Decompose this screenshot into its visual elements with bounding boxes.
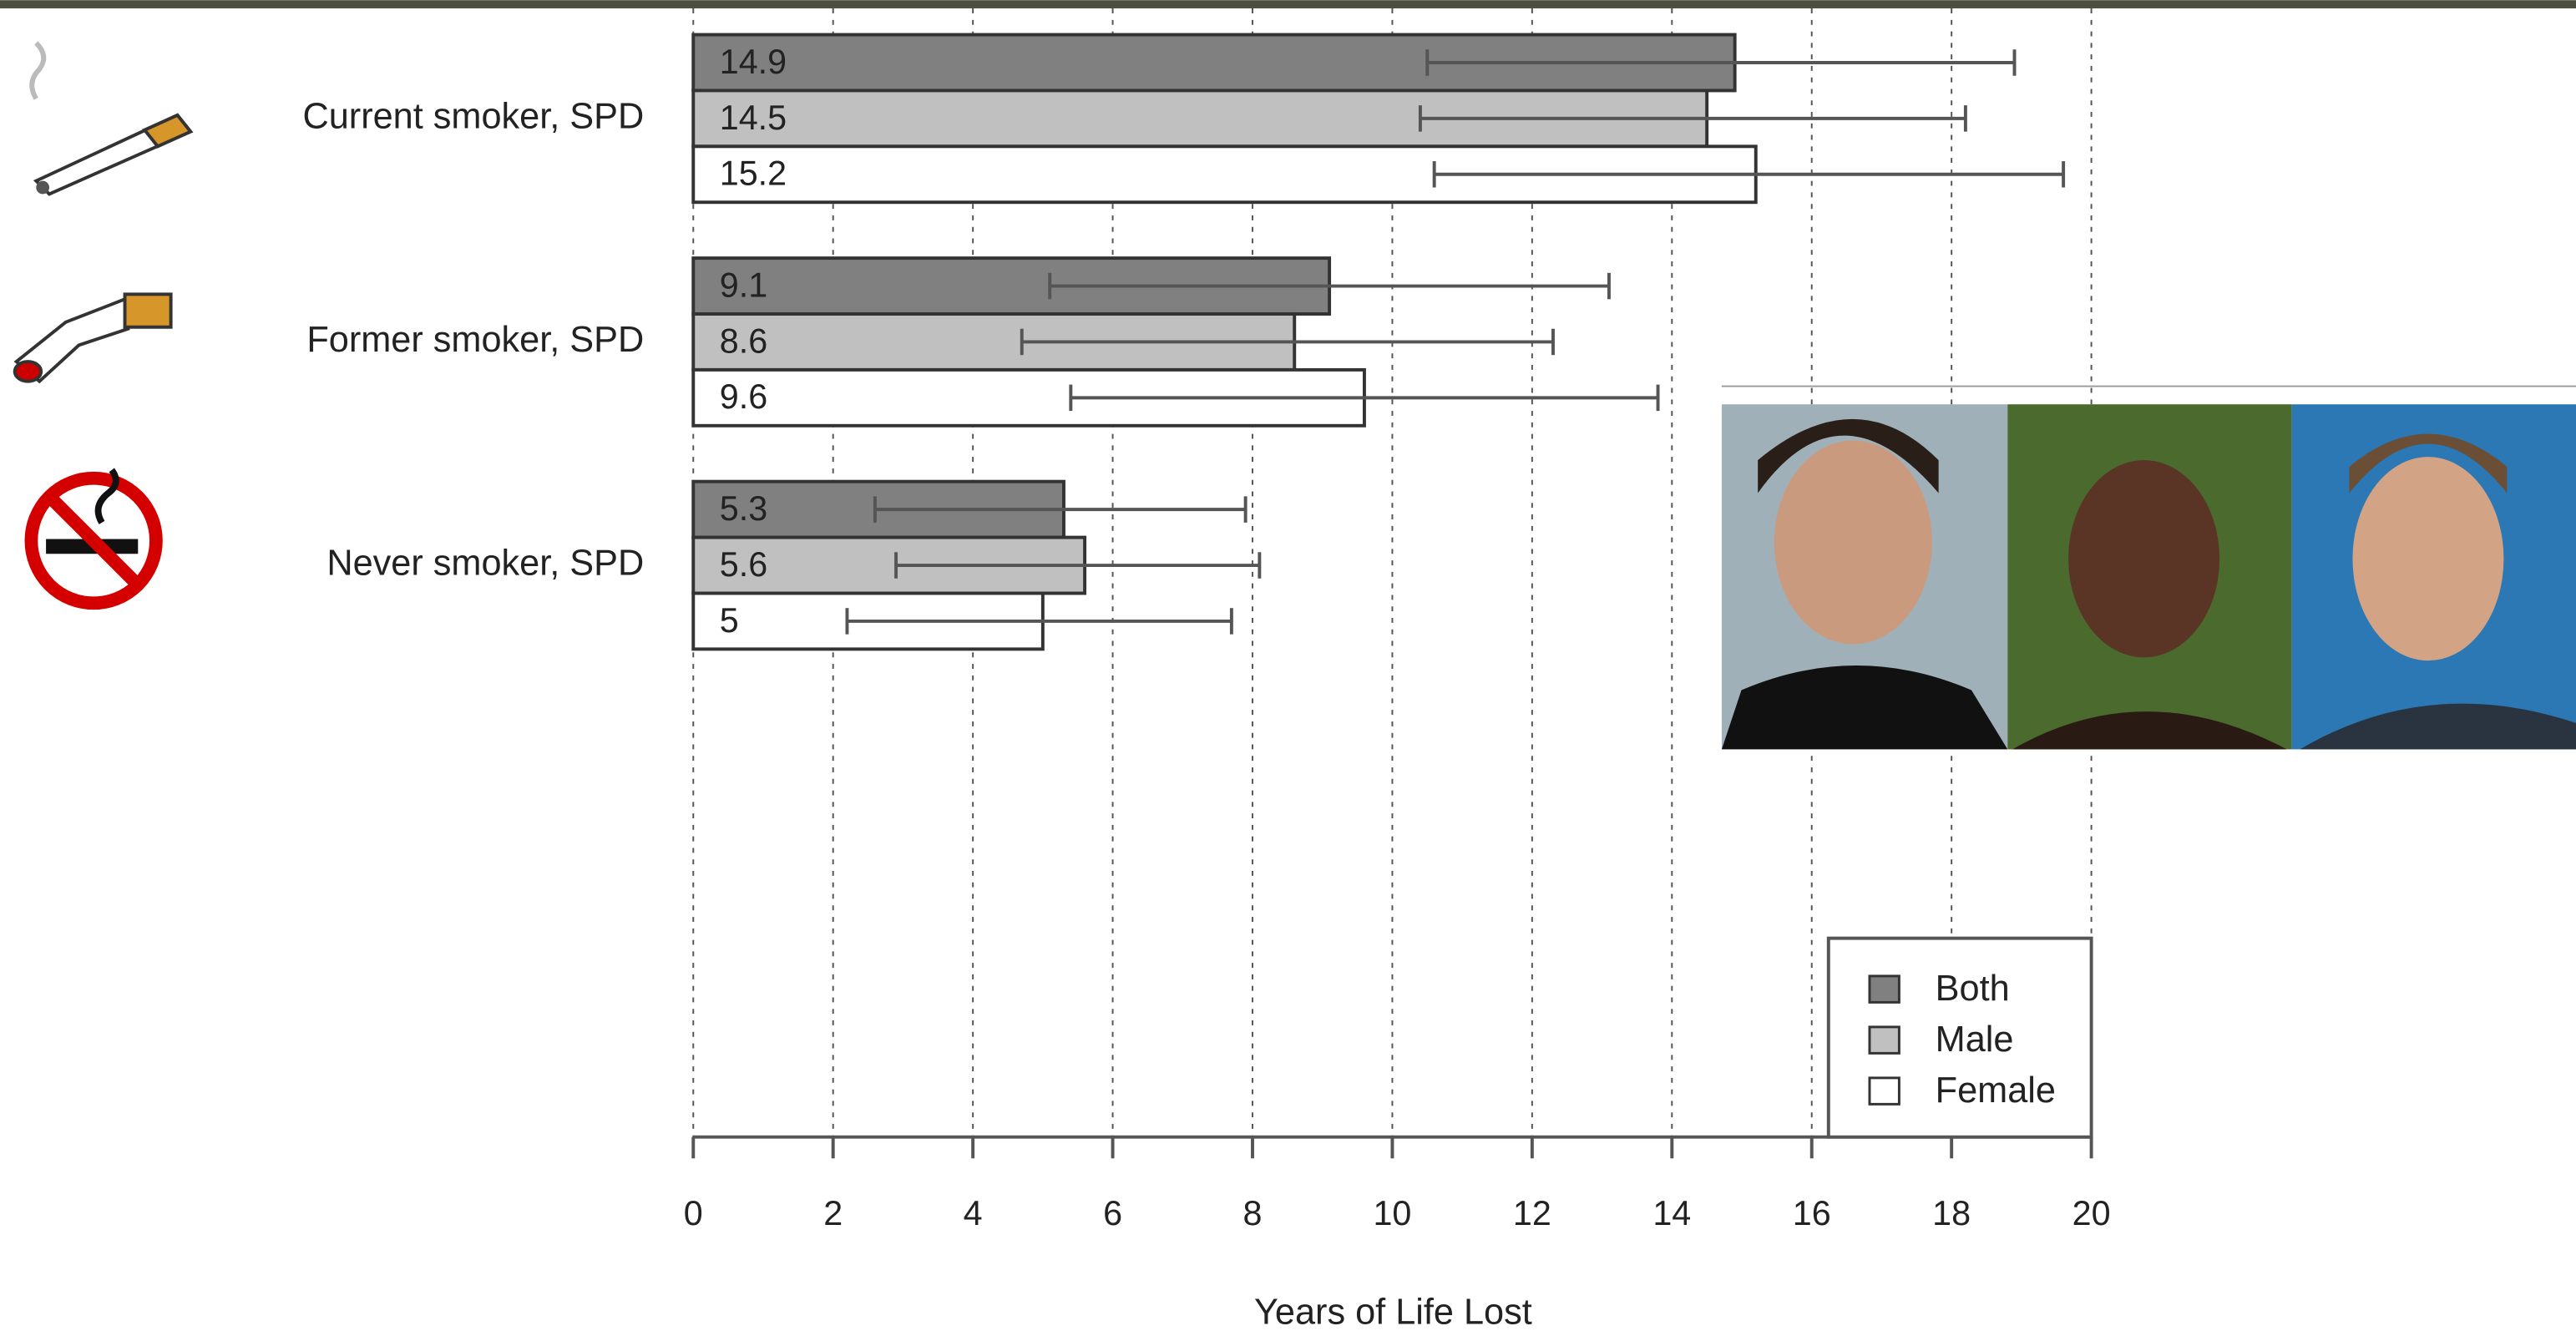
x-axis-label: Years of Life Lost bbox=[1254, 1293, 1532, 1333]
x-tick-label: 20 bbox=[2072, 1194, 2111, 1232]
value-label: 8.6 bbox=[720, 321, 767, 360]
category-label: Current smoker, SPD bbox=[303, 96, 645, 136]
error-bar bbox=[1048, 272, 1611, 300]
x-tick-label: 6 bbox=[1103, 1194, 1122, 1232]
value-label: 5.6 bbox=[720, 545, 767, 584]
x-tick-label: 2 bbox=[823, 1194, 843, 1232]
value-label: 15.2 bbox=[720, 154, 787, 193]
legend-label: Both bbox=[1936, 969, 2010, 1009]
x-tick-label: 18 bbox=[1932, 1194, 1971, 1232]
top-band bbox=[0, 0, 2576, 9]
error-bar bbox=[1425, 49, 2017, 76]
value-label: 14.5 bbox=[720, 99, 787, 137]
legend-swatch bbox=[1868, 1025, 1900, 1055]
photo-strip bbox=[1721, 385, 2576, 750]
error-bar bbox=[1418, 105, 1967, 132]
no-smoking-icon bbox=[24, 468, 163, 610]
error-bar bbox=[894, 552, 1262, 579]
error-bar bbox=[845, 608, 1233, 635]
legend-swatch bbox=[1868, 1076, 1900, 1106]
legend-swatch bbox=[1868, 974, 1900, 1004]
x-tick-label: 14 bbox=[1652, 1194, 1691, 1232]
error-bar bbox=[873, 496, 1248, 523]
value-label: 14.9 bbox=[720, 43, 787, 81]
legend-label: Male bbox=[1936, 1020, 2014, 1060]
cigarette-icon bbox=[29, 41, 194, 196]
x-tick-label: 0 bbox=[684, 1194, 703, 1232]
x-tick-label: 10 bbox=[1373, 1194, 1411, 1232]
value-label: 5 bbox=[720, 601, 739, 640]
cigarette-butt-icon bbox=[13, 292, 173, 384]
value-label: 5.3 bbox=[720, 489, 767, 528]
value-label: 9.6 bbox=[720, 377, 767, 416]
legend-label: Female bbox=[1936, 1070, 2056, 1111]
error-bar bbox=[1069, 384, 1660, 412]
error-bar bbox=[1020, 328, 1555, 356]
value-label: 9.1 bbox=[720, 266, 767, 304]
x-tick-label: 4 bbox=[964, 1194, 983, 1232]
x-tick-label: 12 bbox=[1513, 1194, 1551, 1232]
x-tick-label: 16 bbox=[1793, 1194, 1831, 1232]
error-bar bbox=[1432, 161, 2066, 188]
category-label: Former smoker, SPD bbox=[306, 320, 644, 360]
x-tick-label: 8 bbox=[1243, 1194, 1263, 1232]
category-label: Never smoker, SPD bbox=[326, 543, 644, 583]
